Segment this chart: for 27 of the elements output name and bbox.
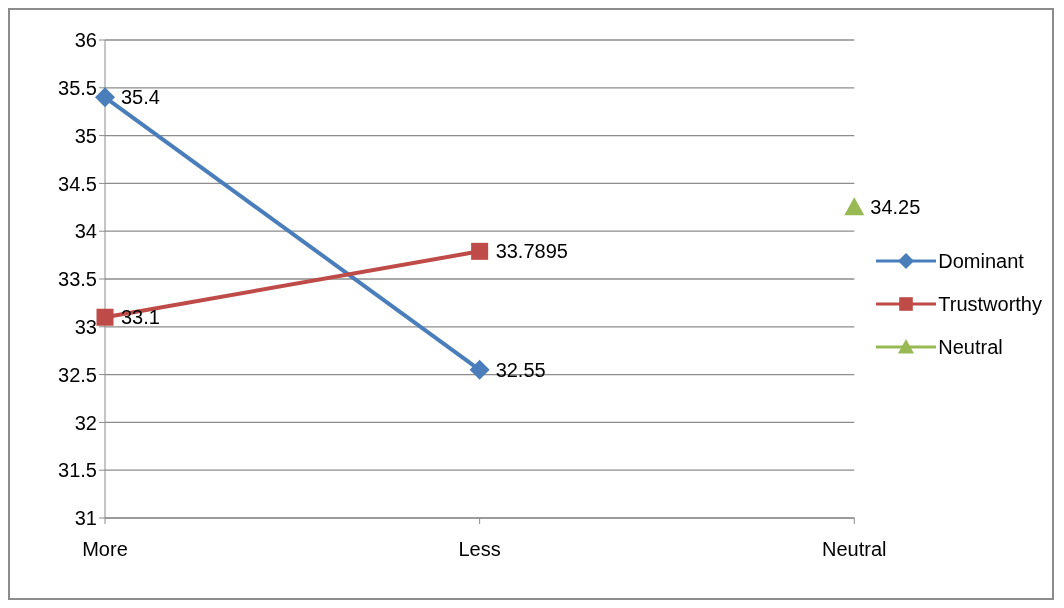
y-tick-label: 35 — [74, 124, 97, 147]
data-label: 35.4 — [121, 86, 160, 109]
point — [471, 242, 489, 260]
legend-label: Neutral — [938, 335, 1003, 359]
y-tick-label: 33 — [74, 315, 97, 338]
y-tick-label: 33.5 — [58, 268, 97, 291]
y-tick-label: 36 — [74, 29, 97, 52]
y-tick-label: 35.5 — [58, 76, 97, 99]
data-label: 32.55 — [495, 358, 546, 381]
y-tick-label: 34 — [74, 220, 97, 243]
legend-label: Trustworthy — [938, 292, 1042, 316]
data-label: 33.7895 — [495, 240, 568, 263]
legend-label: Dominant — [938, 249, 1024, 273]
y-tick-label: 34.5 — [58, 172, 97, 195]
x-tick-label: Less — [458, 538, 501, 561]
x-tick-label: More — [82, 538, 128, 561]
x-tick-label: Neutral — [822, 538, 887, 561]
data-label: 34.25 — [870, 196, 921, 219]
y-tick-label: 32 — [74, 411, 97, 434]
point — [96, 308, 114, 326]
point — [95, 87, 115, 108]
y-tick-label: 31.5 — [58, 459, 97, 482]
point — [469, 359, 490, 380]
y-tick-label: 32.5 — [58, 363, 97, 386]
data-label: 33.1 — [121, 306, 160, 329]
point — [844, 197, 865, 216]
y-tick-label: 31 — [74, 507, 97, 530]
